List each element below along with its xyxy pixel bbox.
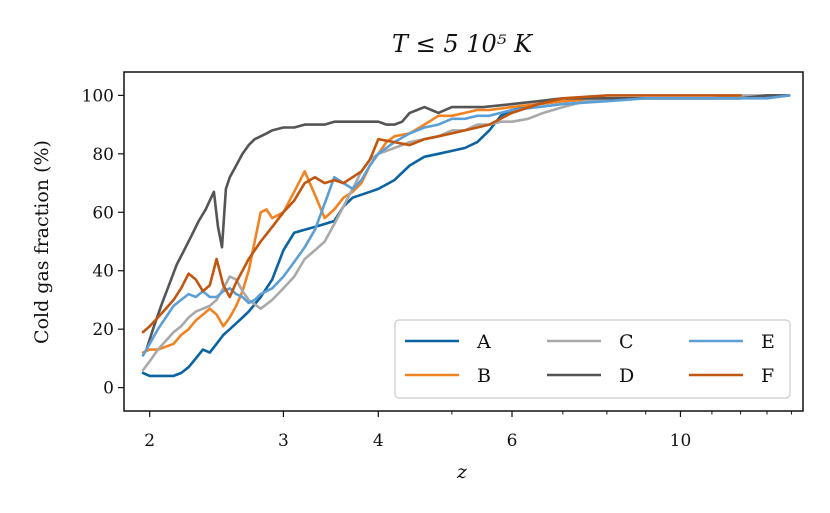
x-tick-label: 2 — [144, 431, 155, 451]
x-tick-label: 6 — [507, 431, 518, 451]
x-tick-label: 3 — [278, 431, 289, 451]
series-line-b — [141, 97, 714, 354]
series-line-c — [141, 94, 791, 372]
y-tick-label: 20 — [92, 320, 114, 340]
tick-layer: 0 20 40 60 80 100 2 3 4 6 10 — [82, 86, 792, 451]
x-tick-label: 10 — [670, 431, 692, 451]
x-axis-label: z — [456, 461, 468, 483]
y-axis-label: Cold gas fraction (%) — [31, 140, 53, 344]
series-line-d — [145, 94, 791, 351]
legend: AB CD EF — [394, 319, 791, 399]
legend-label-e: E — [761, 331, 775, 353]
chart-title: T ≤ 5 10⁵ K — [392, 30, 534, 58]
series-line-f — [141, 94, 742, 334]
legend-label-c: C — [619, 331, 634, 353]
legend-label-b: B — [477, 365, 491, 387]
plot-frame — [123, 71, 804, 412]
y-tick-label: 0 — [103, 379, 114, 399]
series-layer — [141, 94, 791, 378]
series-line-e — [141, 94, 791, 357]
legend-label-d: D — [619, 365, 634, 387]
y-tick-label: 100 — [82, 86, 114, 106]
legend-label-f: F — [761, 365, 774, 387]
y-tick-label: 60 — [92, 203, 114, 223]
x-tick-label: 4 — [373, 431, 384, 451]
y-tick-label: 40 — [92, 262, 114, 282]
y-tick-label: 80 — [92, 145, 114, 165]
legend-label-a: A — [476, 331, 491, 353]
legend-box — [394, 319, 791, 399]
